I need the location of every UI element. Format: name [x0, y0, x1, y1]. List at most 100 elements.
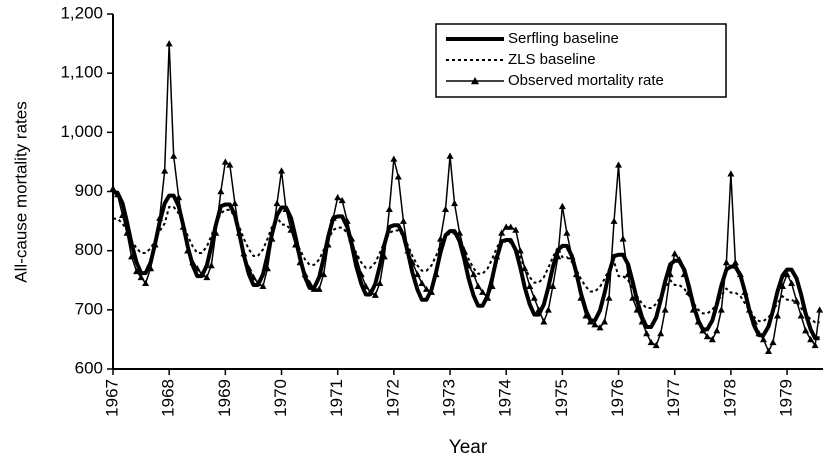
data-point — [596, 324, 604, 331]
data-point — [371, 291, 379, 298]
data-point — [170, 152, 178, 159]
y-axis-title: All-cause mortality rates — [11, 101, 30, 282]
data-point — [343, 217, 351, 224]
data-point — [113, 190, 121, 198]
data-point — [610, 217, 618, 224]
data-point — [278, 167, 286, 174]
data-point — [540, 318, 548, 325]
data-point — [427, 288, 435, 295]
data-point — [797, 312, 805, 319]
data-point — [633, 306, 641, 313]
x-tick-label: 1976 — [608, 379, 627, 417]
data-point — [783, 270, 791, 278]
data-point — [310, 285, 318, 292]
data-point — [694, 318, 702, 325]
x-tick-label: 1978 — [720, 379, 739, 417]
data-point — [488, 282, 496, 289]
data-point — [521, 264, 529, 272]
data-point — [643, 330, 651, 337]
y-tick-label: 1,100 — [60, 63, 103, 82]
data-point — [156, 214, 164, 221]
data-point — [779, 282, 787, 289]
data-point — [689, 306, 697, 313]
data-point — [802, 327, 810, 334]
data-point — [470, 270, 478, 278]
data-point — [807, 335, 815, 343]
data-point — [184, 247, 192, 254]
data-point — [717, 306, 725, 313]
data-point — [465, 261, 473, 269]
x-tick-label: 1970 — [271, 379, 290, 417]
data-point — [320, 270, 328, 278]
data-point — [385, 205, 393, 213]
data-point — [413, 270, 421, 278]
data-point — [731, 259, 739, 266]
data-point — [493, 253, 501, 260]
data-point — [306, 279, 314, 287]
data-point — [774, 312, 782, 319]
data-point — [769, 338, 777, 346]
data-point — [263, 264, 271, 272]
data-point — [577, 294, 585, 301]
data-point — [788, 279, 796, 287]
data-point — [600, 318, 608, 325]
legend-label: Serfling baseline — [508, 30, 619, 47]
series-line — [113, 205, 820, 324]
data-point — [615, 161, 623, 168]
x-tick-label: 1977 — [664, 379, 683, 417]
data-point — [535, 306, 543, 313]
data-point — [460, 247, 468, 254]
x-tick-label: 1975 — [552, 379, 571, 417]
data-point — [619, 235, 627, 242]
data-point — [666, 270, 674, 278]
data-point — [268, 235, 276, 242]
data-point — [179, 223, 187, 230]
x-tick-label: 1971 — [327, 379, 346, 417]
x-tick-label: 1974 — [496, 379, 515, 417]
data-point — [240, 250, 248, 257]
data-point — [217, 188, 225, 195]
x-tick-label: 1969 — [215, 379, 234, 417]
data-point — [591, 321, 599, 328]
data-point — [226, 161, 234, 168]
data-point — [816, 306, 823, 313]
data-point — [207, 261, 215, 269]
data-point — [741, 288, 749, 295]
data-point — [147, 264, 155, 272]
data-point — [296, 259, 304, 266]
y-tick-label: 1,200 — [60, 3, 103, 22]
data-point — [142, 279, 150, 287]
data-point — [436, 235, 444, 242]
data-point — [282, 205, 290, 213]
data-point — [109, 185, 117, 192]
data-point — [404, 247, 412, 254]
data-point — [512, 226, 520, 233]
data-point — [549, 282, 557, 289]
data-point — [198, 270, 206, 278]
data-point — [432, 270, 440, 278]
data-point — [661, 306, 669, 313]
data-point — [474, 282, 482, 289]
data-point — [119, 211, 127, 218]
data-point — [722, 259, 730, 266]
legend-label: Observed mortality rate — [508, 72, 664, 89]
data-point — [128, 253, 136, 260]
data-point — [750, 318, 758, 325]
data-point — [357, 270, 365, 278]
data-point — [680, 270, 688, 278]
y-tick-label: 1,000 — [60, 122, 103, 141]
data-point — [685, 288, 693, 295]
data-point — [582, 312, 590, 319]
data-point — [133, 267, 141, 275]
data-point — [380, 253, 388, 260]
data-point — [516, 247, 524, 254]
data-point — [736, 270, 744, 278]
data-point — [175, 193, 183, 201]
data-point — [376, 279, 384, 287]
data-point — [755, 330, 763, 337]
data-point — [203, 273, 211, 281]
data-point — [390, 155, 398, 162]
x-tick-label: 1979 — [777, 379, 796, 417]
